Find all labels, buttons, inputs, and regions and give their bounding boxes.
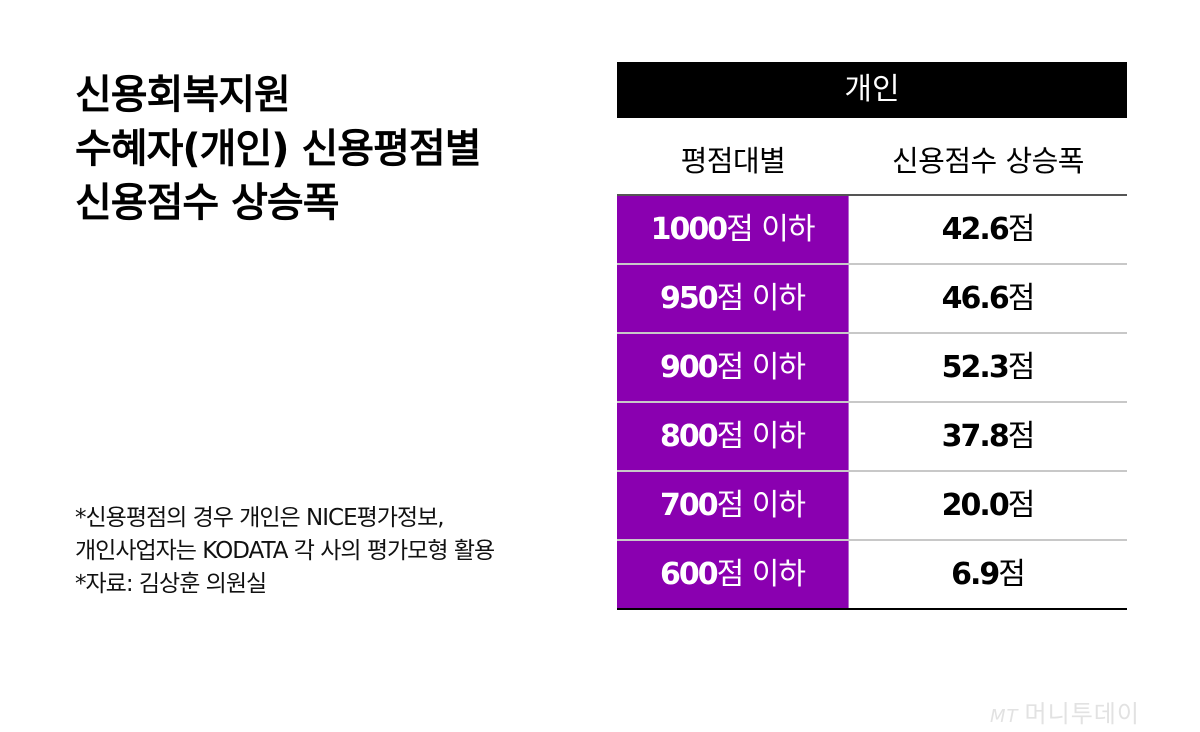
group-header: 개인 — [617, 62, 1127, 118]
column-header-increase: 신용점수 상승폭 — [892, 144, 1084, 178]
table-row: 900점 이하 52.3점 — [617, 334, 1127, 403]
publisher-name: 머니투데이 — [1024, 700, 1140, 728]
band-cell: 900점 이하 — [617, 334, 849, 401]
value-cell: 6.9점 — [951, 557, 1026, 592]
footnote-2: 개인사업자는 KODATA 각 사의 평가모형 활용 — [75, 538, 495, 564]
table-row: 700점 이하 20.0점 — [617, 472, 1127, 541]
table-row: 800점 이하 37.8점 — [617, 403, 1127, 472]
publisher-logo: MT 머니투데이 — [990, 694, 1140, 729]
mt-logo-icon: MT — [990, 706, 1019, 727]
footnote-source: *자료: 김상훈 의원실 — [75, 571, 267, 597]
table-row: 600점 이하 6.9점 — [617, 541, 1127, 610]
footnotes: *신용평점의 경우 개인은 NICE평가정보, 개인사업자는 KODATA 각 … — [75, 502, 495, 601]
band-cell: 1000점 이하 — [617, 196, 849, 263]
title-line-3: 신용점수 상승폭 — [75, 180, 340, 226]
table-row: 950점 이하 46.6점 — [617, 265, 1127, 334]
band-cell: 700점 이하 — [617, 472, 849, 539]
column-header-band: 평점대별 — [680, 144, 786, 178]
column-headers: 평점대별 신용점수 상승폭 — [617, 118, 1127, 196]
band-cell: 800점 이하 — [617, 403, 849, 470]
value-cell: 20.0점 — [941, 488, 1036, 523]
value-cell: 46.6점 — [941, 281, 1036, 316]
value-cell: 52.3점 — [941, 350, 1036, 385]
footnote-1: *신용평점의 경우 개인은 NICE평가정보, — [75, 505, 445, 531]
page-title: 신용회복지원 수혜자(개인) 신용평점별 신용점수 상승폭 — [75, 68, 481, 230]
value-cell: 42.6점 — [941, 212, 1036, 247]
title-line-1: 신용회복지원 — [75, 72, 291, 118]
score-increase-table: 개인 평점대별 신용점수 상승폭 1000점 이하 42.6점 950점 이하 … — [617, 62, 1127, 610]
table-row: 1000점 이하 42.6점 — [617, 196, 1127, 265]
band-cell: 950점 이하 — [617, 265, 849, 332]
title-line-2: 수혜자(개인) 신용평점별 — [75, 126, 481, 172]
band-cell: 600점 이하 — [617, 541, 849, 608]
value-cell: 37.8점 — [941, 419, 1036, 454]
